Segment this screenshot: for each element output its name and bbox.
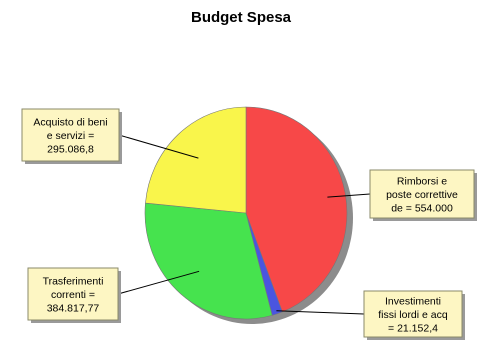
callout-label-line: e servizi = bbox=[47, 130, 95, 142]
callout-label-line: = 21.152,4 bbox=[388, 323, 438, 335]
callout-label-line: Investimenti bbox=[385, 296, 441, 308]
callout-label-line: Acquisto di beni bbox=[33, 117, 107, 129]
callout-label-line: de = 554.000 bbox=[391, 203, 453, 215]
leader-line-rimborsi-e-poste-correttive bbox=[327, 193, 371, 198]
leader-line-trasferimenti-correnti bbox=[117, 270, 200, 295]
callout-label-line: correnti = bbox=[51, 289, 95, 301]
callout-label-line: 384.817,77 bbox=[47, 303, 100, 315]
callout-box bbox=[27, 267, 119, 321]
leader-lines bbox=[117, 134, 371, 315]
callout-label-line: poste correttive bbox=[386, 189, 458, 201]
leader-line-acquisto-di-beni-e-servizi bbox=[118, 134, 199, 159]
pie-slice-acquisto-di-beni-e-servizi bbox=[145, 106, 247, 214]
pie-slices bbox=[144, 106, 348, 320]
pie-slice-trasferimenti-correnti bbox=[144, 202, 273, 320]
chart-title: Budget Spesa bbox=[191, 9, 292, 26]
callout-label-line: fissi lordi e acq bbox=[378, 309, 448, 321]
callout-box bbox=[369, 169, 475, 219]
callout-label-line: Trasferimenti bbox=[43, 276, 104, 288]
callout-box bbox=[21, 108, 120, 162]
callout-label-line: 295.086,8 bbox=[47, 144, 94, 156]
callout-box bbox=[363, 290, 463, 338]
callout-label-line: Rimborsi e bbox=[397, 176, 447, 188]
pie-slice-rimborsi-e-poste-correttive bbox=[245, 106, 348, 313]
leader-line-investimenti-fissi-lordi-e-acq bbox=[276, 310, 365, 315]
